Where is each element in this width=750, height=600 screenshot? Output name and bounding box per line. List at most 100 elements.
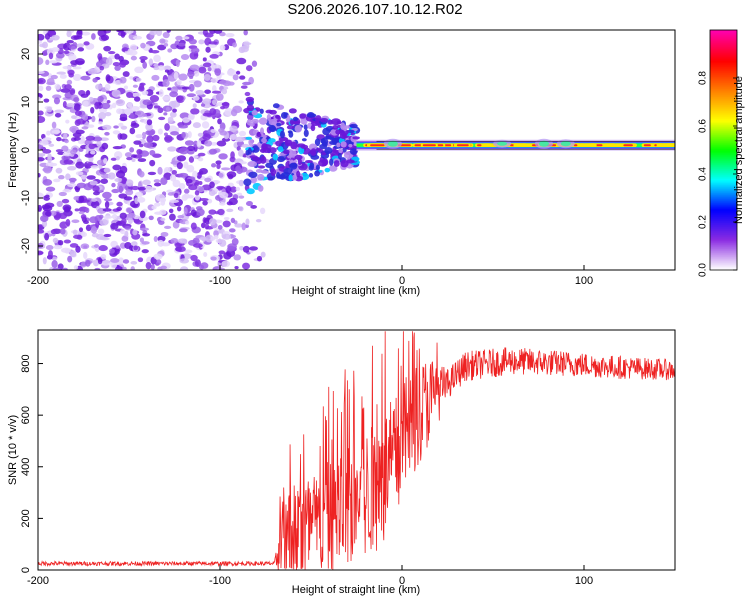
transition-blob — [262, 147, 271, 154]
noise-blob — [93, 191, 100, 196]
noise-blob — [219, 44, 226, 51]
transition-blob — [343, 125, 348, 132]
colorbar-stripe — [710, 234, 737, 237]
transition-blob — [259, 127, 265, 135]
noise-blob — [208, 148, 218, 155]
transition-blob — [251, 118, 259, 124]
transition-blob — [291, 174, 298, 181]
noise-blob — [64, 84, 72, 90]
noise-blob — [239, 75, 246, 80]
noise-blob — [167, 116, 174, 124]
noise-blob — [131, 158, 136, 162]
noise-blob — [90, 106, 95, 114]
transition-blob — [303, 124, 308, 130]
colorbar-stripe — [710, 66, 737, 69]
noise-blob — [135, 77, 142, 82]
transition-blob — [260, 155, 267, 164]
transition-blob — [310, 124, 316, 132]
noise-blob — [121, 177, 127, 185]
colorbar-stripe — [710, 138, 737, 141]
noise-blob — [193, 155, 199, 160]
noise-blob — [114, 266, 124, 270]
noise-blob — [205, 46, 211, 53]
noise-blob — [189, 51, 199, 60]
colorbar-stripe — [710, 60, 737, 63]
noise-blob — [93, 259, 99, 267]
noise-blob — [195, 206, 203, 211]
transition-blob — [251, 156, 262, 161]
noise-blob — [186, 93, 197, 98]
noise-blob — [137, 158, 147, 163]
noise-blob — [207, 67, 212, 72]
noise-blob — [148, 215, 154, 221]
colorbar-tick-label: 0.8 — [698, 71, 709, 85]
noise-blob — [56, 200, 63, 208]
noise-blob — [239, 245, 244, 251]
colorbar-stripe — [710, 218, 737, 221]
noise-blob — [76, 30, 83, 38]
noise-blob — [69, 243, 79, 248]
colorbar: 0.0 0.2 0.4 0.6 0.8 Normalized spectral ampl… — [698, 29, 745, 277]
transition-blob — [319, 117, 329, 123]
noise-blob — [155, 259, 162, 265]
noise-blob — [130, 105, 140, 111]
noise-blob — [87, 68, 98, 75]
noise-blob — [238, 100, 244, 104]
colorbar-stripe — [710, 104, 737, 107]
noise-blob — [94, 244, 99, 248]
noise-blob — [111, 102, 117, 109]
noise-blob — [52, 237, 59, 244]
noise-blob — [187, 112, 195, 121]
noise-blob — [221, 88, 228, 95]
colorbar-stripe — [710, 238, 737, 241]
transition-blob — [321, 151, 327, 156]
noise-blob — [83, 251, 88, 260]
noise-blob — [222, 233, 232, 240]
noise-blob — [193, 70, 200, 77]
noise-blob — [154, 202, 161, 207]
transition-blob — [255, 168, 263, 173]
noise-blob — [97, 53, 103, 61]
noise-blob — [153, 182, 162, 187]
noise-blob — [82, 140, 93, 145]
colorbar-stripe — [710, 132, 737, 135]
noise-blob — [136, 148, 143, 155]
transition-blob — [247, 147, 252, 155]
noise-blob — [238, 179, 244, 187]
noise-blob — [105, 74, 111, 82]
noise-blob — [175, 246, 186, 253]
noise-blob — [129, 44, 138, 51]
signal-hot-segment — [481, 143, 491, 147]
noise-blob — [77, 139, 85, 145]
noise-blob — [248, 138, 254, 147]
noise-blob — [228, 228, 236, 233]
noise-blob — [88, 143, 96, 150]
noise-blob — [170, 237, 179, 244]
transition-blob — [308, 143, 318, 151]
noise-blob — [218, 79, 229, 85]
transition-blob — [349, 148, 358, 155]
colorbar-stripe — [710, 230, 737, 233]
noise-blob — [223, 216, 230, 221]
noise-blob — [173, 192, 179, 199]
noise-blob — [68, 44, 77, 50]
noise-blob — [150, 49, 160, 54]
noise-blob — [112, 164, 122, 171]
colorbar-stripe — [710, 160, 737, 163]
noise-blob — [213, 30, 223, 34]
noise-blob — [178, 172, 189, 178]
noise-blob — [67, 183, 77, 188]
noise-blob — [65, 119, 70, 124]
transition-blob — [304, 159, 313, 164]
transition-blob — [268, 138, 276, 143]
signal-hot-segment — [657, 143, 664, 147]
noise-blob — [132, 84, 139, 88]
noise-blob — [99, 219, 109, 226]
noise-blob — [51, 260, 58, 269]
noise-blob — [245, 218, 250, 226]
transition-blob — [303, 129, 309, 137]
noise-blob — [197, 157, 204, 162]
transition-blob — [249, 122, 255, 127]
signal-bulge-core — [387, 140, 398, 147]
noise-blob — [137, 186, 146, 191]
